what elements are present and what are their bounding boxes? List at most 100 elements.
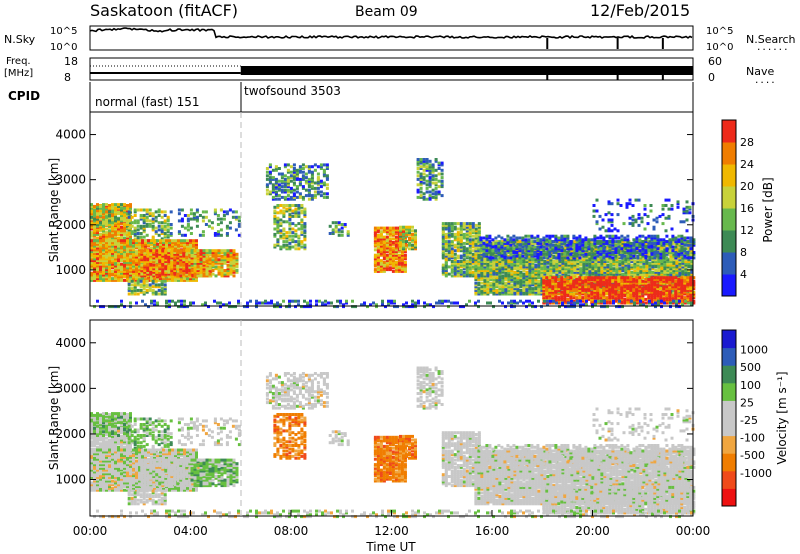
power-cell — [140, 272, 144, 276]
power-cell — [603, 258, 607, 262]
power-cell — [373, 235, 377, 239]
power-cell — [190, 269, 194, 272]
power-cell — [431, 195, 435, 199]
power-cell — [543, 247, 547, 251]
power-cell — [651, 265, 655, 269]
power-cell — [564, 269, 568, 272]
power-cell — [403, 262, 407, 266]
power-cell — [428, 190, 432, 194]
power-cell — [531, 258, 535, 262]
power-cell — [111, 217, 114, 221]
power-cell — [425, 174, 429, 178]
power-cell — [151, 279, 155, 283]
power-cell — [155, 252, 159, 256]
power-cell — [126, 264, 129, 268]
power-cell — [170, 261, 174, 265]
power-cell — [108, 259, 111, 263]
power-cell — [434, 158, 438, 161]
power-cell — [570, 278, 574, 281]
power-cell — [164, 267, 168, 271]
power-cell — [498, 260, 502, 263]
power-cell — [133, 226, 137, 230]
power-cell — [310, 186, 314, 190]
power-cell — [624, 258, 628, 262]
power-cell — [471, 240, 475, 244]
power-cell — [465, 234, 469, 238]
power-cell — [183, 277, 186, 281]
power-cell — [624, 274, 628, 278]
power-cell — [190, 263, 194, 267]
power-cell — [168, 241, 171, 244]
power-cell — [588, 243, 592, 247]
power-cell — [99, 257, 102, 261]
power-cell — [540, 279, 544, 283]
power-cell — [546, 249, 550, 253]
power-cell — [459, 249, 463, 253]
power-cell — [564, 276, 568, 280]
power-cell — [459, 243, 463, 247]
power-cell — [283, 188, 287, 192]
power-cell — [459, 245, 463, 249]
power-cell — [513, 243, 517, 247]
power-cell — [193, 251, 197, 254]
power-cell — [428, 177, 432, 181]
power-cell — [268, 165, 272, 169]
power-cell — [163, 214, 167, 217]
power-cell — [108, 221, 111, 225]
power-cell — [148, 219, 152, 223]
power-cell — [179, 249, 183, 253]
power-cell — [111, 250, 114, 254]
power-cell — [136, 292, 140, 296]
power-cell — [558, 290, 562, 294]
power-cell — [630, 267, 634, 271]
power-cell — [99, 269, 102, 273]
power-cell — [459, 229, 463, 233]
power-cell — [444, 261, 448, 265]
power-cell — [528, 243, 532, 247]
power-cell — [235, 258, 239, 262]
power-cell — [105, 253, 108, 257]
power-cell — [480, 260, 484, 263]
power-cell — [307, 190, 311, 194]
power-cell — [456, 234, 460, 238]
power-cell — [391, 259, 395, 263]
power-cell — [385, 264, 389, 268]
power-cell — [414, 232, 417, 236]
power-cell — [444, 270, 448, 274]
power-cell — [480, 272, 484, 276]
power-cell — [483, 285, 487, 289]
power-cell — [385, 255, 389, 259]
power-cell — [120, 242, 123, 246]
power-cell — [636, 267, 640, 271]
power-cell — [297, 211, 301, 215]
power-cell — [182, 269, 186, 272]
power-cell — [161, 260, 165, 263]
power-cell — [325, 195, 329, 199]
power-cell — [177, 242, 180, 246]
power-cell — [123, 269, 126, 273]
power-cell — [498, 267, 502, 271]
power-cell — [591, 272, 595, 276]
power-cell — [561, 274, 565, 278]
power-cell — [132, 268, 135, 272]
power-cell — [120, 236, 123, 240]
power-cell — [477, 231, 481, 235]
power-cell — [297, 207, 301, 211]
power-cell — [220, 267, 224, 271]
power-cell — [402, 245, 405, 249]
power-cell — [180, 278, 183, 282]
power-cell — [411, 243, 414, 247]
power-cell — [268, 192, 272, 196]
power-cell — [441, 251, 445, 254]
power-cell — [519, 258, 523, 262]
power-cell — [126, 227, 129, 231]
power-cell — [174, 242, 177, 246]
power-cell — [495, 240, 499, 244]
power-cell — [139, 217, 143, 221]
power-cell — [609, 267, 613, 271]
power-cell — [425, 159, 429, 163]
power-cell — [99, 244, 102, 248]
power-cell — [615, 269, 619, 272]
power-cell — [274, 186, 278, 190]
power-cell — [579, 240, 583, 244]
